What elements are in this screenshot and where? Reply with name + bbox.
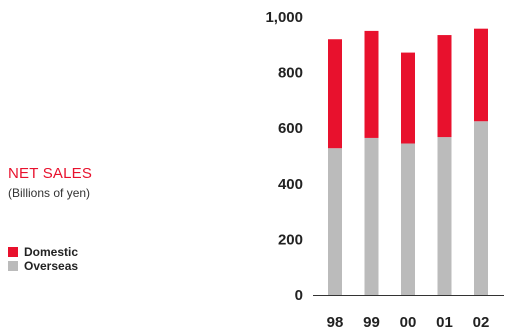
bar-overseas-00	[401, 143, 415, 295]
chart-title: NET SALES	[8, 165, 93, 182]
bar-overseas-02	[474, 121, 488, 295]
y-tick-label: 200	[278, 231, 303, 248]
x-tick-label: 98	[327, 314, 344, 329]
bar-overseas-98	[328, 148, 342, 295]
y-tick-label: 800	[278, 65, 303, 82]
bar-domestic-01	[437, 35, 452, 138]
legend-label-domestic: Domestic	[24, 245, 79, 259]
legend: Domestic Overseas	[8, 245, 78, 273]
chart-subtitle: (Billions of yen)	[8, 186, 91, 200]
legend-item-domestic: Domestic	[8, 245, 78, 259]
legend-label-overseas: Overseas	[24, 259, 79, 273]
x-tick-label: 01	[436, 314, 453, 329]
y-tick-label: 400	[278, 176, 303, 193]
bar-overseas-99	[364, 137, 379, 295]
legend-swatch-overseas	[8, 261, 18, 271]
x-tick-label: 99	[363, 314, 380, 329]
y-tick-label: 600	[278, 120, 303, 137]
x-tick-label: 00	[400, 314, 417, 329]
bar-domestic-99	[364, 30, 379, 138]
bar-domestic-02	[474, 28, 488, 122]
legend-swatch-domestic	[8, 247, 18, 257]
bar-domestic-98	[328, 39, 342, 149]
bar-overseas-01	[437, 137, 452, 295]
x-tick-label: 02	[473, 314, 490, 329]
legend-item-overseas: Overseas	[8, 259, 78, 273]
y-tick-label: 1,000	[265, 9, 303, 26]
bar-domestic-00	[401, 52, 415, 144]
y-tick-label: 0	[295, 287, 303, 304]
